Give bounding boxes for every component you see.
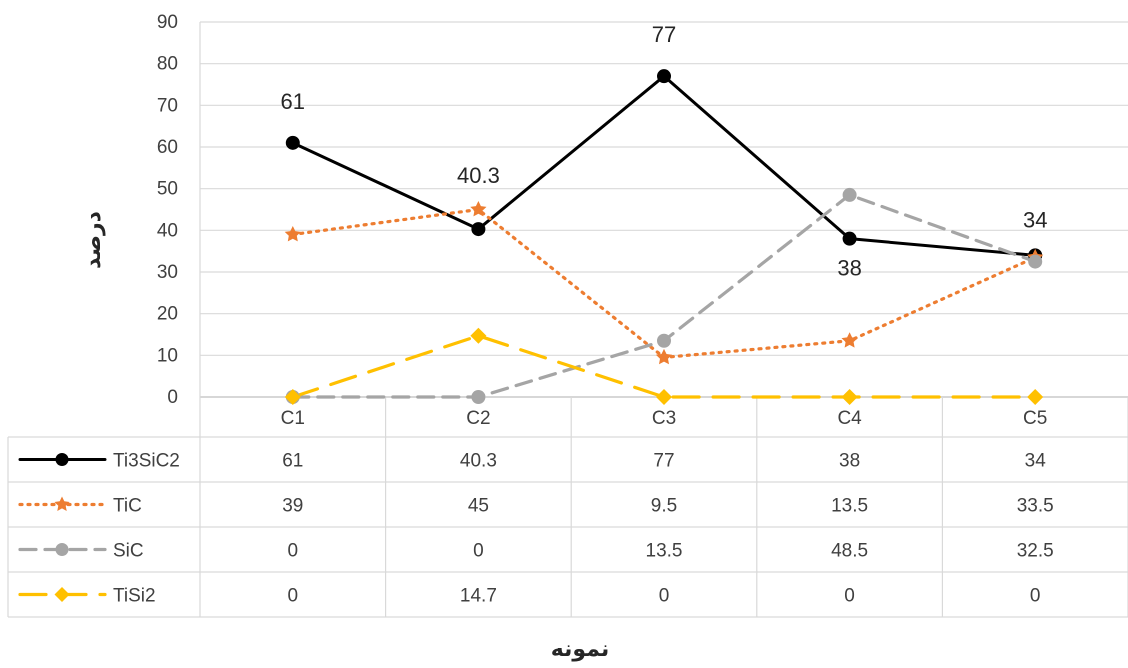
x-tick-label: C2 — [466, 408, 490, 429]
table-cell: 0 — [844, 586, 855, 607]
gridlines — [200, 21, 1128, 356]
series-point — [285, 135, 300, 150]
series-point — [470, 327, 487, 344]
y-axis-title: درصد — [81, 211, 106, 269]
table-cell: 34 — [1025, 451, 1047, 472]
y-tick-label: 20 — [157, 304, 178, 325]
x-tick-label: C1 — [281, 408, 305, 429]
y-tick-label: 60 — [157, 137, 178, 158]
data-label: 40.3 — [457, 163, 500, 188]
y-tick-label: 80 — [157, 54, 178, 75]
legend-entry: TiSi2 — [113, 586, 156, 607]
series-point — [470, 201, 487, 217]
data-table: C1 C2 C3 C4 C5 Ti3SiC2 61 40.3 77 38 34 TiC 39 45 9.5 1… — [7, 22, 1128, 618]
series-point — [1028, 254, 1043, 269]
series-line-tisi2 — [291, 334, 1037, 399]
series-point — [842, 187, 857, 202]
series-point — [284, 389, 301, 405]
data-label: 77 — [652, 22, 676, 47]
series-point — [841, 389, 858, 405]
table-cell: 14.7 — [460, 586, 497, 607]
data-label: 61 — [281, 89, 305, 114]
table-cell: 9.5 — [651, 496, 677, 517]
x-axis-title: نمونه — [551, 637, 609, 662]
series-point — [655, 348, 673, 365]
series-point — [471, 222, 486, 237]
table-cell: 33.5 — [1017, 496, 1054, 517]
series-point — [657, 69, 671, 84]
series-markers — [284, 69, 1044, 405]
y-tick-label: 50 — [157, 179, 178, 200]
series-point — [842, 231, 857, 246]
legend-key-marker — [55, 543, 69, 556]
series-line-sic — [291, 193, 1037, 399]
table-cell: 38 — [839, 451, 860, 472]
table-cell: 32.5 — [1017, 541, 1054, 562]
legend-key-marker — [54, 496, 70, 511]
table-cell: 61 — [282, 451, 303, 472]
table-cell: 13.5 — [646, 541, 683, 562]
legend-entry: SiC — [113, 541, 144, 562]
x-tick-label: C3 — [652, 408, 676, 429]
y-tick-labels: 0 10 20 30 40 50 60 70 80 90 — [157, 12, 178, 408]
data-label: 38 — [837, 256, 861, 281]
table-cell: 13.5 — [831, 496, 868, 517]
series-point — [657, 333, 671, 348]
series-point — [1027, 389, 1044, 405]
data-label: 34 — [1023, 207, 1047, 232]
table-cell: 77 — [653, 451, 674, 472]
series-point — [284, 226, 301, 242]
series-lines — [291, 74, 1037, 399]
series-point — [471, 390, 486, 404]
y-tick-label: 30 — [157, 262, 178, 283]
series-line-ti3sic2 — [291, 74, 1037, 257]
table-cell: 45 — [468, 496, 489, 517]
y-tick-label: 10 — [157, 345, 178, 366]
table-cell: 0 — [1030, 586, 1041, 607]
x-tick-label: C5 — [1023, 408, 1047, 429]
legend-key-marker — [54, 587, 70, 602]
table-cell: 0 — [288, 586, 299, 607]
table-cell: 48.5 — [831, 541, 868, 562]
table-cell: 39 — [282, 496, 303, 517]
y-tick-label: 40 — [157, 220, 178, 241]
y-tick-label: 70 — [157, 95, 178, 116]
series-point — [656, 389, 672, 405]
legend-entry: TiC — [113, 496, 142, 517]
table-cell: 0 — [473, 541, 484, 562]
legend-entry: Ti3SiC2 — [113, 451, 180, 472]
y-tick-label: 90 — [157, 12, 178, 33]
table-cell: 40.3 — [460, 451, 497, 472]
x-tick-label: C4 — [837, 408, 862, 429]
data-labels: 61 40.3 77 38 34 — [281, 22, 1048, 281]
table-cell: 0 — [288, 541, 299, 562]
y-tick-label: 0 — [167, 387, 178, 408]
legend-key-marker — [55, 453, 69, 466]
table-cell: 0 — [659, 586, 670, 607]
series-point — [841, 332, 858, 348]
